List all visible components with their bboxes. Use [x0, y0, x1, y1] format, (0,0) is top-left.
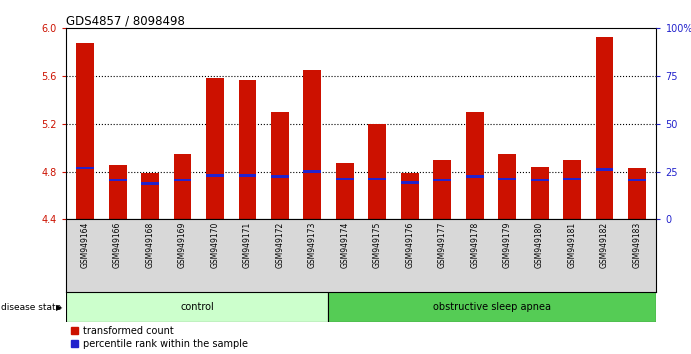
Bar	[238, 174, 256, 177]
Bar	[433, 179, 451, 181]
Bar	[596, 168, 614, 171]
Text: GSM949173: GSM949173	[308, 222, 317, 268]
Text: GSM949166: GSM949166	[113, 222, 122, 268]
Bar	[271, 175, 289, 178]
Bar	[498, 154, 516, 219]
Bar	[108, 165, 126, 219]
Bar	[336, 163, 354, 219]
Bar	[303, 70, 321, 219]
Bar	[628, 179, 646, 181]
Bar	[531, 167, 549, 219]
Bar	[466, 112, 484, 219]
Bar	[368, 124, 386, 219]
Text: GSM949172: GSM949172	[276, 222, 285, 268]
Bar	[328, 292, 656, 322]
Bar	[628, 168, 646, 219]
Bar	[206, 174, 224, 177]
Bar	[66, 292, 328, 322]
Bar	[206, 79, 224, 219]
Text: GSM949170: GSM949170	[211, 222, 220, 268]
Text: GSM949169: GSM949169	[178, 222, 187, 268]
Text: GSM949175: GSM949175	[372, 222, 382, 268]
Bar	[596, 37, 614, 219]
Bar	[141, 173, 159, 219]
Text: GSM949179: GSM949179	[502, 222, 511, 268]
Bar	[433, 160, 451, 219]
Bar	[466, 175, 484, 178]
Text: GSM949171: GSM949171	[243, 222, 252, 268]
Bar	[108, 179, 126, 181]
Legend: transformed count, percentile rank within the sample: transformed count, percentile rank withi…	[70, 326, 248, 349]
Bar	[173, 154, 191, 219]
Text: GSM949176: GSM949176	[405, 222, 414, 268]
Text: control: control	[180, 302, 214, 312]
Bar	[563, 178, 581, 180]
Bar	[271, 112, 289, 219]
Text: GSM949180: GSM949180	[535, 222, 544, 268]
Bar	[238, 80, 256, 219]
Bar	[368, 178, 386, 180]
Bar	[76, 167, 94, 170]
Bar	[563, 160, 581, 219]
Text: GSM949178: GSM949178	[470, 222, 479, 268]
Bar	[173, 179, 191, 181]
Bar	[498, 178, 516, 180]
Text: GSM949183: GSM949183	[632, 222, 641, 268]
Bar	[401, 181, 419, 184]
Text: ▶: ▶	[56, 303, 62, 312]
Bar	[336, 178, 354, 180]
Text: GSM949177: GSM949177	[437, 222, 446, 268]
Text: disease state: disease state	[1, 303, 61, 312]
Bar	[76, 43, 94, 219]
Text: GDS4857 / 8098498: GDS4857 / 8098498	[66, 14, 184, 27]
Text: GSM949174: GSM949174	[340, 222, 350, 268]
Text: GSM949182: GSM949182	[600, 222, 609, 268]
Bar	[401, 173, 419, 219]
Text: obstructive sleep apnea: obstructive sleep apnea	[433, 302, 551, 312]
Bar	[531, 179, 549, 181]
Text: GSM949181: GSM949181	[567, 222, 576, 268]
Text: GSM949164: GSM949164	[81, 222, 90, 268]
Text: GSM949168: GSM949168	[146, 222, 155, 268]
Bar	[303, 170, 321, 173]
Bar	[141, 182, 159, 185]
